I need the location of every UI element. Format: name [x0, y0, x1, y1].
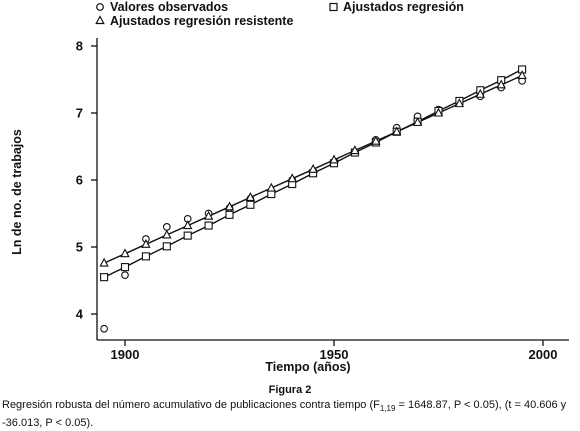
x-tick-label: 1900 — [111, 347, 140, 362]
resistant-point — [99, 257, 109, 267]
resistant-point — [224, 201, 235, 211]
resistant-point — [287, 173, 297, 183]
y-tick-label: 5 — [76, 240, 83, 255]
legend-observed-label: Valores observados — [110, 0, 228, 14]
observed-point — [100, 324, 108, 333]
fitted-point — [120, 263, 130, 272]
resistant-point — [350, 145, 360, 155]
axis-ticks: 4 5 6 7 8 1900 1950 2000 — [76, 39, 558, 363]
resistant-point — [266, 182, 277, 192]
resistant-point — [120, 248, 130, 258]
caption-text-start: Regresión robusta del número acumulativo… — [2, 398, 380, 411]
legend-resistant-label: Ajustados regresión resistente — [110, 14, 293, 28]
resistant-point — [454, 98, 465, 108]
legend: Valores observados Ajustados regresión A… — [95, 0, 464, 28]
resistant-point — [162, 229, 172, 239]
y-tick-label: 6 — [76, 173, 83, 188]
legend-circle-marker — [96, 3, 104, 11]
legend-square-marker — [329, 2, 338, 12]
observed-point — [121, 271, 129, 279]
resistant-point — [433, 107, 444, 117]
legend-triangle-marker — [95, 15, 105, 25]
figure-description: Regresión robusta del número acumulativo… — [0, 398, 580, 431]
fitted-point — [141, 252, 150, 261]
resistant-point — [391, 126, 402, 136]
y-tick-label: 7 — [76, 106, 83, 121]
fitted-point — [246, 200, 255, 209]
fitted-point — [204, 221, 213, 230]
fitted-point — [162, 242, 171, 251]
y-axis-label: Ln de no. de trabajos — [10, 129, 24, 255]
legend-fitted-label: Ajustados regresión — [343, 0, 464, 14]
resistant-point — [308, 163, 318, 173]
regression-chart: Valores observados Ajustados regresión A… — [10, 0, 569, 374]
resistant-point — [475, 88, 486, 98]
x-axis-label: Tiempo (años) — [265, 360, 350, 374]
x-tick-label: 2000 — [529, 347, 558, 362]
resistant-point — [245, 192, 256, 201]
resistant-point — [141, 238, 151, 248]
resistant-point — [329, 154, 339, 164]
resistant-point — [182, 220, 193, 230]
x-tick-label: 1950 — [320, 347, 349, 362]
resistant-point — [203, 210, 214, 220]
fitted-point — [225, 210, 234, 219]
figure-caption: Figura 2 Regresión robusta del número ac… — [0, 383, 580, 431]
resistant-point — [517, 70, 527, 80]
caption-text-end: = 1648.87, P < 0.05), (t = 40.606 y -36.… — [2, 398, 567, 430]
caption-subscript: 1,19 — [379, 403, 396, 413]
y-tick-label: 4 — [76, 307, 84, 322]
fitted-point — [267, 190, 276, 199]
data-points — [99, 65, 527, 333]
resistant-point — [412, 117, 423, 126]
y-tick-label: 8 — [76, 39, 83, 54]
figure-label: Figura 2 — [268, 384, 312, 396]
fitted-point — [183, 231, 192, 240]
observed-point — [162, 223, 171, 231]
fitted-point — [100, 273, 109, 282]
resistant-point — [371, 135, 381, 145]
resistant-point — [496, 79, 506, 89]
